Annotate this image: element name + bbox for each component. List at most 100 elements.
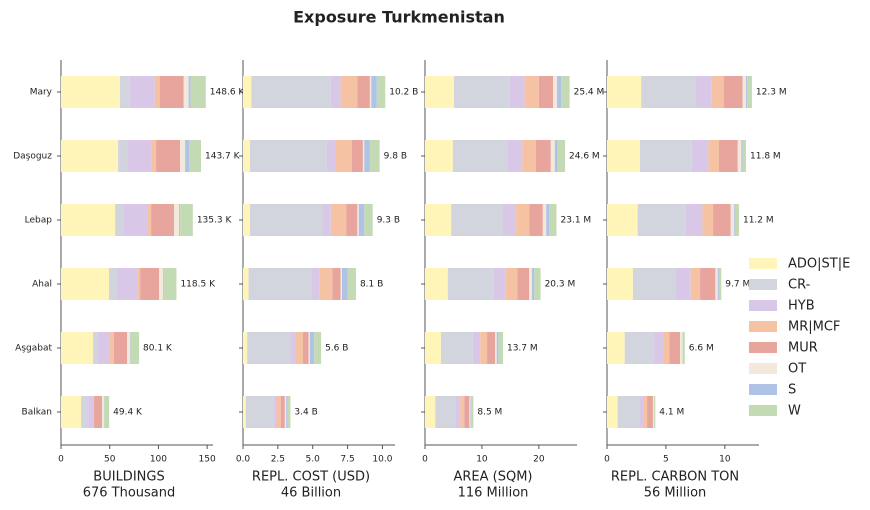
bar-segment (425, 140, 453, 172)
bar-segment (347, 268, 356, 300)
bar-segment (185, 140, 190, 172)
bar-segment (680, 332, 683, 364)
x-axis-sublabel: 56 Million (644, 486, 707, 501)
bar-segment (557, 76, 562, 108)
bar-segment (502, 204, 517, 236)
bar-segment (455, 396, 461, 428)
y-tick-label: Mary (30, 88, 53, 98)
bar-segment (340, 268, 343, 300)
total-label: 118.5 K (180, 280, 216, 290)
bar-segment (114, 332, 128, 364)
bar-segment (675, 268, 691, 300)
bar-segment (93, 332, 99, 364)
bar-segment (61, 332, 94, 364)
bar-segment (243, 268, 249, 300)
bar-segment (314, 332, 322, 364)
bar-segment (369, 140, 380, 172)
bar-segment (309, 332, 315, 364)
bar-segment (685, 204, 703, 236)
bar-segment (435, 396, 456, 428)
bar-segment (493, 268, 506, 300)
bar-segment (88, 396, 94, 428)
bar-segment (118, 140, 128, 172)
bar-segment (243, 140, 250, 172)
bar-segment (690, 268, 701, 300)
legend-swatch (749, 279, 777, 290)
bar-segment (546, 204, 550, 236)
x-tick-label: 5 (663, 455, 669, 465)
total-label: 10.2 B (389, 88, 418, 98)
bar-segment (534, 268, 541, 300)
bar-segment (607, 140, 640, 172)
bar-segment (440, 332, 473, 364)
bar-segment (718, 268, 722, 300)
bar-segment (154, 76, 160, 108)
bar-segment (247, 332, 291, 364)
bar-segment (471, 396, 474, 428)
bar-segment (529, 268, 533, 300)
x-axis-label: AREA (SQM) (453, 470, 532, 485)
total-label: 3.4 B (294, 408, 317, 418)
bar-segment (174, 204, 180, 236)
bar-segment (190, 76, 206, 108)
bar-segment (425, 332, 441, 364)
x-tick-label: 2.5 (271, 455, 285, 465)
bar-segment (517, 268, 530, 300)
bar-segment (326, 140, 336, 172)
x-tick-label: 10 (476, 455, 488, 465)
y-tick-label: Balkan (22, 408, 52, 418)
bar-segment (505, 268, 518, 300)
legend-swatch (749, 363, 777, 374)
x-tick-label: 0 (604, 455, 610, 465)
bar-segment (669, 332, 681, 364)
total-label: 12.3 M (756, 88, 787, 98)
legend-swatch (749, 384, 777, 395)
bar-segment (538, 76, 554, 108)
bar-segment (663, 332, 670, 364)
bar-segment (123, 204, 148, 236)
bar-segment (151, 204, 175, 236)
total-label: 23.1 M (561, 216, 592, 226)
bar-segment (115, 204, 124, 236)
bar-segment (742, 140, 747, 172)
bar-segment (295, 332, 303, 364)
bar-segment (718, 140, 738, 172)
legend-label: W (788, 404, 801, 419)
total-label: 6.6 M (689, 344, 714, 354)
total-label: 80.1 K (143, 344, 173, 354)
x-tick-label: 50 (104, 455, 116, 465)
bar-segment (159, 76, 184, 108)
bar-segment (243, 204, 250, 236)
bar-segment (487, 332, 496, 364)
bar-segment (460, 396, 465, 428)
bar-segment (652, 396, 655, 428)
bar-segment (691, 140, 709, 172)
bar-segment (607, 396, 618, 428)
bar-segment (498, 332, 503, 364)
bar-segment (280, 396, 285, 428)
total-label: 25.4 M (574, 88, 605, 98)
bar-segment (243, 76, 252, 108)
total-label: 49.4 K (113, 408, 143, 418)
bar-segment (607, 76, 642, 108)
bar-segment (180, 140, 186, 172)
bar-segment (496, 332, 499, 364)
total-label: 11.8 M (750, 152, 781, 162)
legend-label: S (788, 383, 796, 398)
bar-segment (156, 140, 181, 172)
bar-segment (117, 268, 138, 300)
total-label: 9.8 B (384, 152, 407, 162)
bar-segment (183, 76, 189, 108)
bar-segment (346, 204, 358, 236)
bar-segment (376, 76, 386, 108)
bar-segment (472, 332, 481, 364)
x-tick-label: 20 (533, 455, 545, 465)
x-tick-label: 7.5 (340, 455, 354, 465)
bar-segment (639, 396, 644, 428)
bar-segment (302, 332, 309, 364)
bar-segment (700, 268, 716, 300)
bar-segment (364, 140, 370, 172)
bar-segment (454, 76, 510, 108)
bar-segment (532, 268, 535, 300)
